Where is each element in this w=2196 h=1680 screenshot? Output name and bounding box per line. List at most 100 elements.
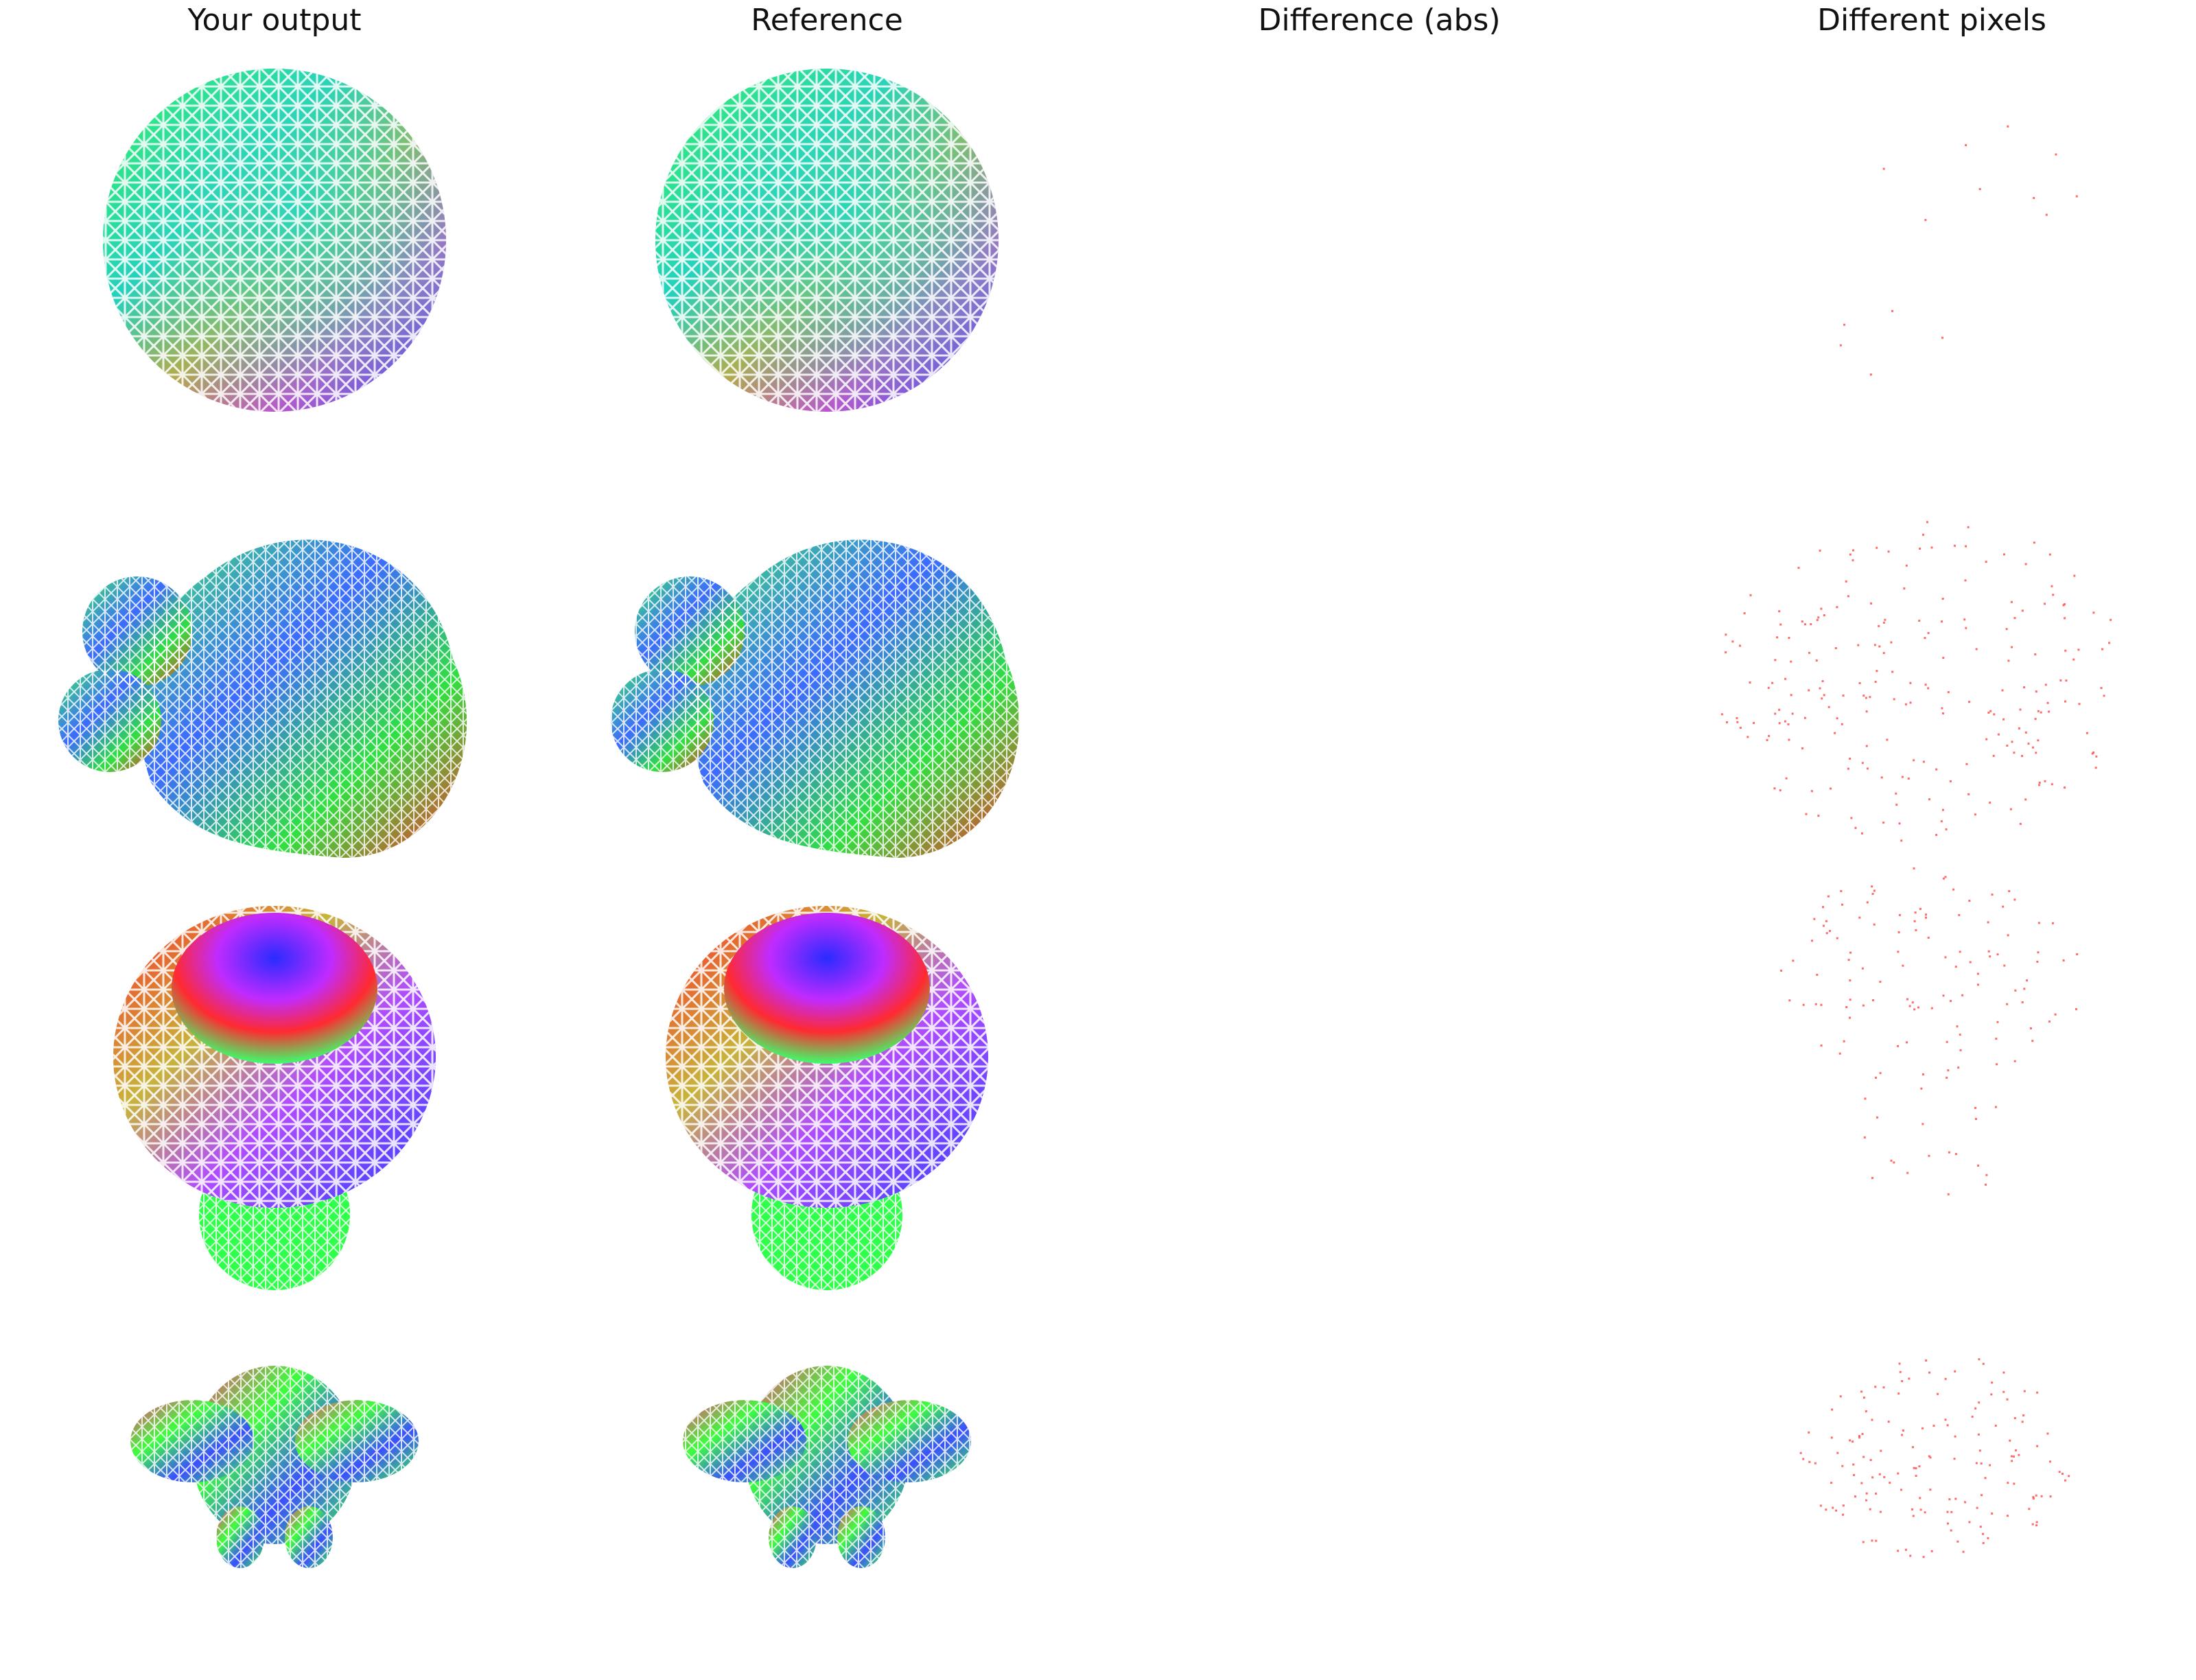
diff-pixel <box>1901 1379 1904 1382</box>
diff-pixel <box>1725 633 1727 636</box>
diff-pixel <box>1911 1001 1914 1004</box>
diff-pixel <box>1814 1462 1817 1465</box>
diff-pixel <box>1862 1004 1865 1007</box>
diff-pixel <box>1860 832 1863 835</box>
diff-pixel <box>1845 1005 1848 1008</box>
diff-pixel <box>1882 621 1885 624</box>
diff-pixel <box>1944 1419 1947 1421</box>
diff-pixel <box>1922 1073 1924 1076</box>
diff-pixel <box>1917 1006 1919 1009</box>
diff-pixel <box>2062 604 2065 607</box>
diff-pixel <box>1785 777 1788 780</box>
diff-pixel <box>1925 1359 1928 1362</box>
diff-pixel <box>1815 659 1818 662</box>
diff-pixel <box>1788 999 1791 1002</box>
diff-pixel <box>2046 701 2049 704</box>
diff-pixel <box>1808 651 1811 654</box>
diff-pixel <box>1911 1508 1914 1510</box>
diff-pixel <box>2013 1060 2016 1062</box>
diff-pixel <box>1989 802 1991 804</box>
diff-pixel <box>1876 670 1878 673</box>
diff-pixel <box>2054 1013 2057 1016</box>
diff-pixel <box>1819 1504 1822 1507</box>
diff-pixel <box>1779 623 1782 626</box>
diff-pixel <box>1839 1395 1842 1398</box>
column-title-your-output: Your output <box>187 3 362 38</box>
diff-pixel <box>2021 755 2024 758</box>
diff-pixel <box>1991 1381 1994 1384</box>
diff-pixel <box>1924 684 1927 686</box>
diff-pixel <box>1957 1066 1960 1069</box>
diff-pixel <box>1954 1497 1957 1500</box>
diff-pixel <box>1985 561 1987 563</box>
diff-pixel <box>1861 1432 1864 1435</box>
diff-pixel <box>2051 922 2054 924</box>
diff-pixel <box>2013 617 2016 620</box>
diff-pixel <box>1898 822 1901 825</box>
diff-pixel <box>1961 994 1964 996</box>
diff-pixel <box>2031 1040 2034 1042</box>
diff-pixel <box>1946 1040 1948 1043</box>
diff-pixel <box>2024 731 2027 734</box>
diff-pixel <box>1869 1458 1872 1461</box>
diff-pixel <box>1847 959 1850 961</box>
diff-pixel <box>1871 1177 1873 1180</box>
diff-pixel <box>1942 657 1945 660</box>
diff-pixel <box>2006 1398 2009 1401</box>
reference-sphere-render <box>655 69 998 412</box>
diff-pixel <box>1897 1045 1900 1047</box>
diff-pixel <box>1902 1430 1904 1432</box>
diff-pixel <box>1920 1087 1923 1090</box>
diff-pixel <box>1875 1539 1878 1542</box>
diff-pixel <box>1808 1460 1811 1463</box>
diff-pixel <box>1860 1482 1863 1484</box>
diff-pixel <box>1835 1509 1838 1512</box>
diff-pixel <box>2006 1515 2009 1517</box>
diff-pixel <box>1853 1473 1856 1476</box>
diff-pixel <box>1932 1424 1935 1427</box>
diff-pixel <box>1864 1097 1867 1100</box>
diff-pixel <box>1947 1193 1950 1195</box>
diff-pixel <box>2103 695 2105 697</box>
diff-pixel <box>1738 644 1741 647</box>
diff-pixel <box>2023 686 2026 689</box>
diff-pixel <box>1805 813 1808 815</box>
diff-pixel <box>1987 1537 1989 1539</box>
diff-pixel <box>2100 687 2103 690</box>
diff-pixel <box>1909 701 1912 704</box>
diff-pixel <box>1968 900 1971 902</box>
diff-pixel <box>2078 703 2081 705</box>
diff-pixel <box>1878 645 1881 648</box>
diff-pixel <box>1882 652 1885 655</box>
diff-pixel <box>1810 790 1813 793</box>
diff-pixel <box>2028 1508 2031 1510</box>
diff-pixel <box>1977 1433 1980 1436</box>
diff-pixel <box>1985 1174 1988 1176</box>
diff-pixel <box>2027 743 2030 745</box>
diff-pixel <box>2048 710 2051 713</box>
blob-wireframe <box>690 539 1020 858</box>
diff-pixel <box>1820 1003 1823 1006</box>
blob-wireframe <box>137 539 467 858</box>
diff-pixel <box>1954 966 1957 968</box>
diff-pixel <box>1921 1427 1924 1430</box>
diff-pixel <box>1830 1482 1833 1484</box>
diff-pixel <box>1884 618 1887 621</box>
diff-pixel <box>1898 913 1901 916</box>
sphere-wireframe <box>655 69 998 412</box>
diff-pixel <box>1883 1475 1886 1478</box>
diff-pixel <box>1774 659 1777 662</box>
diff-pixel <box>1915 929 1917 931</box>
diff-pixel <box>2044 684 2047 686</box>
diff-pixel <box>2076 953 2079 955</box>
diff-pixel <box>1825 932 1828 935</box>
diff-pixel <box>1964 1501 1967 1504</box>
diff-pixel <box>1897 1550 1900 1552</box>
diff-pixel <box>1822 924 1825 927</box>
diff-pixel <box>1813 918 1816 920</box>
diff-pixel <box>1849 999 1852 1001</box>
diff-pixel <box>2101 648 2104 651</box>
diff-pixel <box>1879 1072 1882 1075</box>
